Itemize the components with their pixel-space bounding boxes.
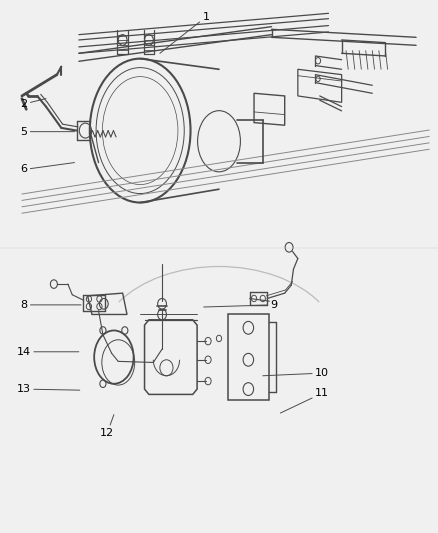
Text: 1: 1 bbox=[160, 12, 209, 53]
Text: 12: 12 bbox=[100, 415, 114, 438]
Text: 11: 11 bbox=[280, 389, 329, 413]
Text: 14: 14 bbox=[17, 347, 79, 357]
Text: 9: 9 bbox=[204, 300, 277, 310]
Text: 5: 5 bbox=[21, 127, 74, 136]
Text: 6: 6 bbox=[21, 163, 74, 174]
Text: 8: 8 bbox=[21, 300, 81, 310]
Text: 13: 13 bbox=[17, 384, 80, 394]
Text: 2: 2 bbox=[21, 99, 46, 109]
Text: 10: 10 bbox=[263, 368, 329, 378]
